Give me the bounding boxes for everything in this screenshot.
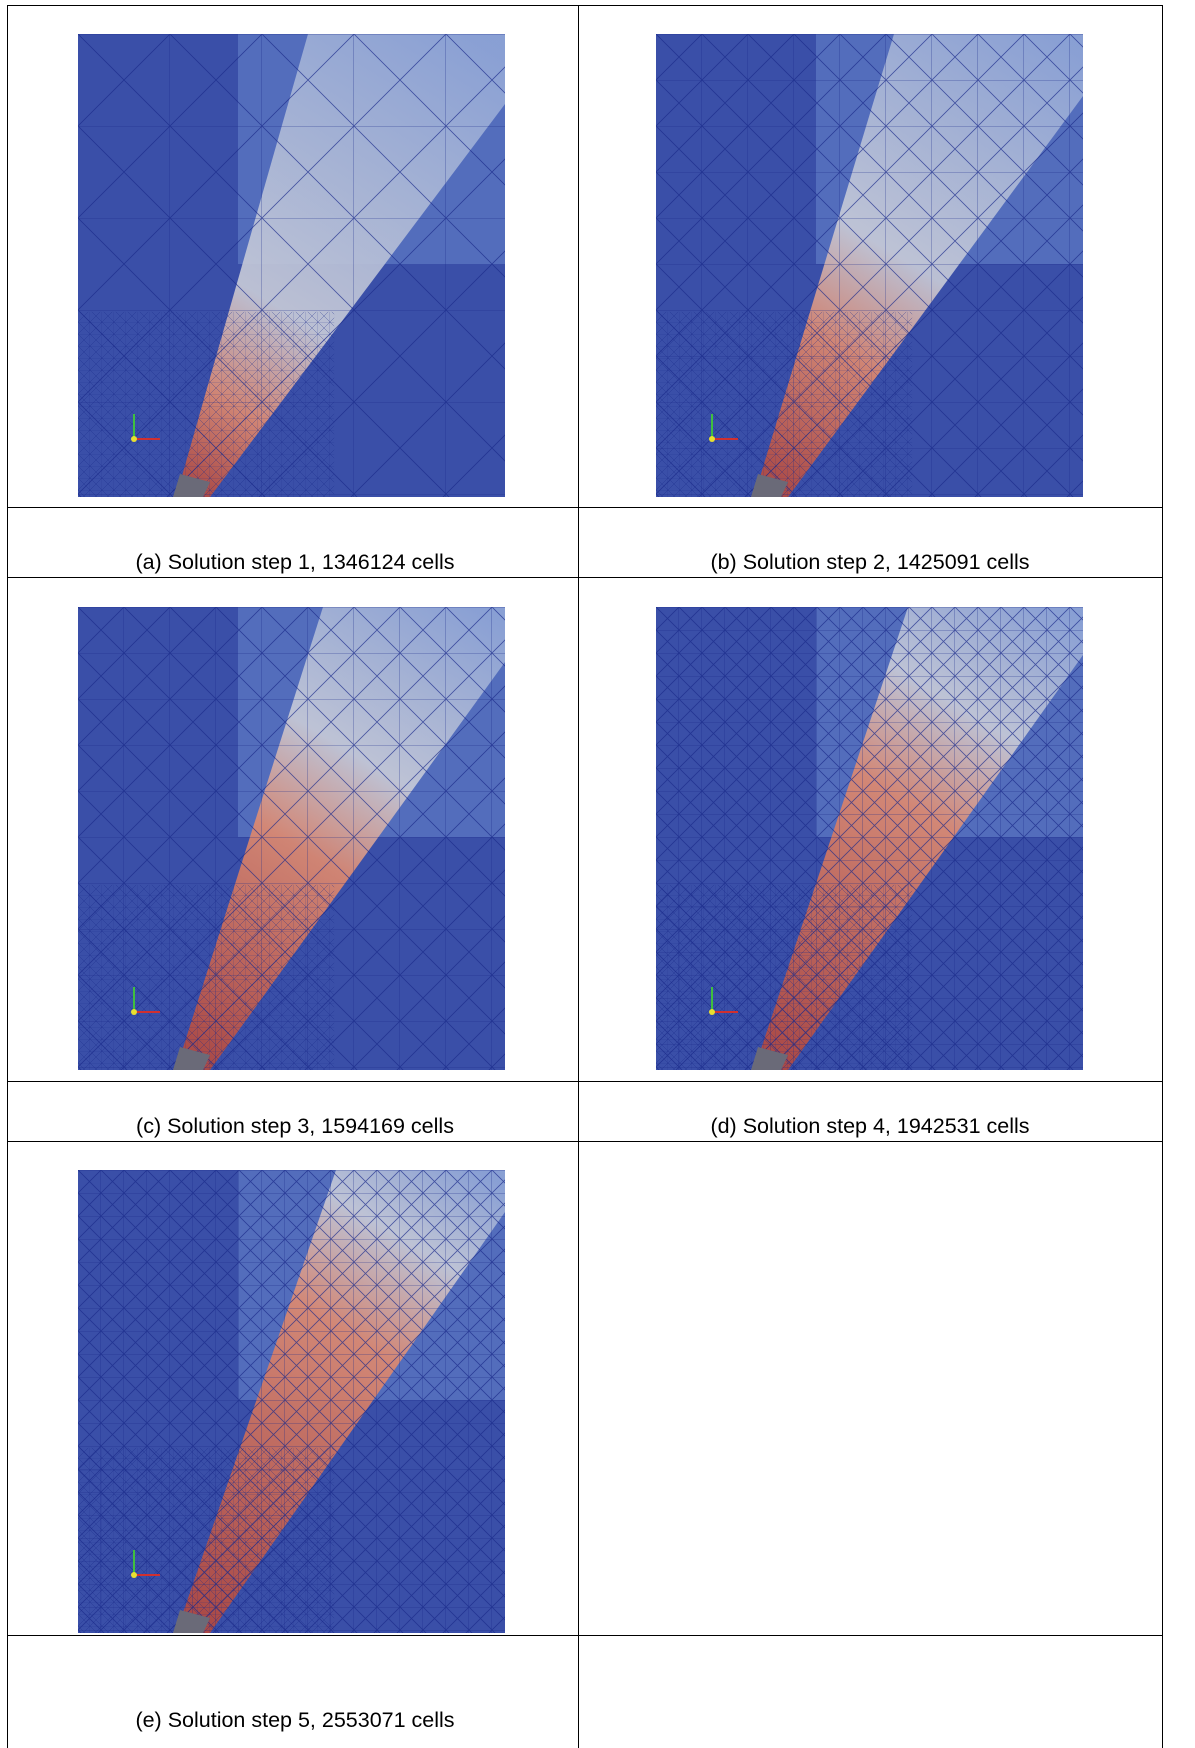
- caption: (e) Solution step 5, 2553071 cells: [15, 1707, 575, 1733]
- table-border: [7, 5, 1163, 6]
- table-border: [7, 1081, 1163, 1082]
- mesh-image: [78, 607, 505, 1070]
- table-border: [7, 577, 1163, 578]
- caption: (c) Solution step 3, 1594169 cells: [15, 1113, 575, 1139]
- mesh-image: [656, 607, 1083, 1070]
- mesh-image: [656, 34, 1083, 497]
- table-border: [7, 507, 1163, 508]
- table-border: [578, 5, 579, 1748]
- caption: (b) Solution step 2, 1425091 cells: [590, 549, 1150, 575]
- table-border: [7, 1635, 1163, 1636]
- mesh-image: [78, 1170, 505, 1633]
- table-border: [7, 1141, 1163, 1142]
- mesh-image: [78, 34, 505, 497]
- page: {"figures": [ {"caption": "(a) Solution …: [0, 0, 1195, 1748]
- caption: (d) Solution step 4, 1942531 cells: [590, 1113, 1150, 1139]
- table-border: [7, 5, 8, 1748]
- table-border: [1162, 5, 1163, 1748]
- caption: (a) Solution step 1, 1346124 cells: [15, 549, 575, 575]
